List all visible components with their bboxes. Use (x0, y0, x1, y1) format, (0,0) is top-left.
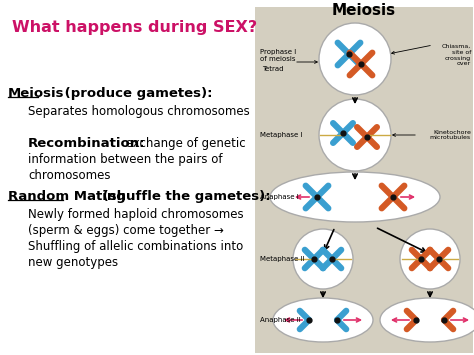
Text: Separates homologous chromosomes: Separates homologous chromosomes (28, 105, 250, 118)
Ellipse shape (273, 298, 373, 342)
Text: (sperm & eggs) come together →: (sperm & eggs) come together → (28, 224, 224, 237)
Circle shape (400, 229, 460, 289)
Ellipse shape (380, 298, 474, 342)
Text: Random Mating: Random Mating (8, 190, 126, 203)
Text: Kinetochore
microtubules: Kinetochore microtubules (430, 130, 471, 140)
Text: chromosomes: chromosomes (28, 169, 110, 182)
Text: Meiosis: Meiosis (8, 87, 64, 100)
Text: Chiasma,
site of
crossing
over: Chiasma, site of crossing over (442, 44, 471, 66)
Text: Metaphase I: Metaphase I (260, 132, 302, 138)
Text: Metaphase II: Metaphase II (260, 256, 304, 262)
Text: Meiosis: Meiosis (332, 3, 396, 18)
Text: Prophase I
of meiosis: Prophase I of meiosis (260, 49, 296, 62)
Circle shape (319, 23, 391, 95)
Text: (produce gametes):: (produce gametes): (60, 87, 212, 100)
Text: new genotypes: new genotypes (28, 256, 118, 269)
Circle shape (319, 99, 391, 171)
Ellipse shape (270, 172, 440, 222)
Text: information between the pairs of: information between the pairs of (28, 153, 222, 166)
Text: Recombination:: Recombination: (28, 137, 146, 150)
Text: Shuffling of allelic combinations into: Shuffling of allelic combinations into (28, 240, 243, 253)
Text: Newly formed haploid chromosomes: Newly formed haploid chromosomes (28, 208, 244, 221)
Text: (shuffle the gametes):: (shuffle the gametes): (98, 190, 271, 203)
Text: Tetrad: Tetrad (262, 66, 283, 72)
Text: exchange of genetic: exchange of genetic (122, 137, 246, 150)
Text: What happens during SEX?: What happens during SEX? (12, 20, 257, 35)
Circle shape (293, 229, 353, 289)
Bar (255, 7, 473, 353)
Text: Anaphase I: Anaphase I (260, 194, 299, 200)
Text: Anaphase II: Anaphase II (260, 317, 301, 323)
